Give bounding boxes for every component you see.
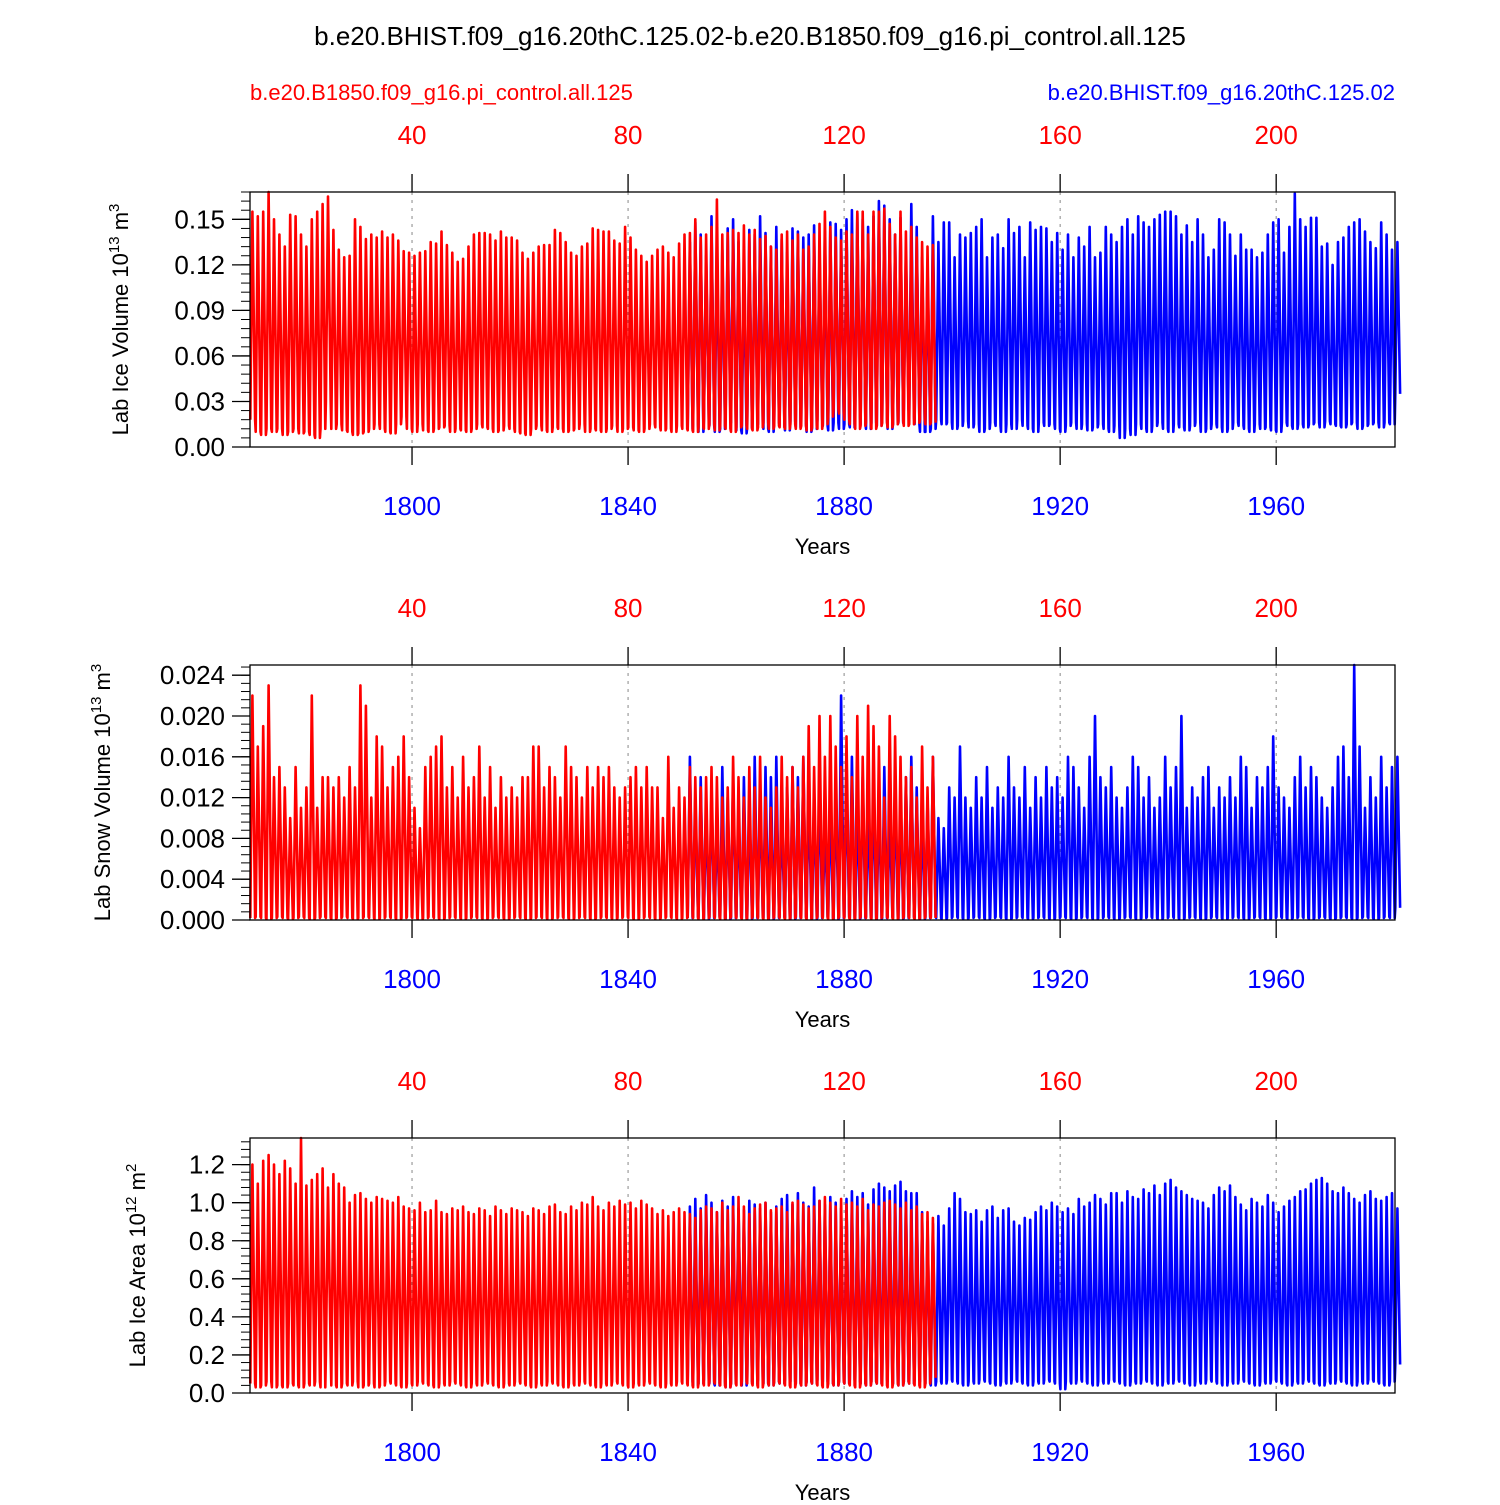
x-axis-label: Years [795, 1007, 850, 1032]
x-tick-label-bottom: 1840 [599, 1437, 657, 1467]
x-tick-label-top: 80 [614, 593, 643, 623]
x-tick-label-bottom: 1840 [599, 491, 657, 521]
panel-1: 0.00 0.03 0.06 0.09 0.12 0.15 1800 1840 1880 1920… [106, 120, 1402, 559]
y-axis-unit-exp: 13 [88, 697, 105, 714]
x-tick-label-bottom: 1960 [1247, 1437, 1305, 1467]
y-tick-label: 0.000 [160, 905, 225, 935]
y-tick-label: 0.09 [174, 295, 225, 325]
plot-frame [249, 664, 1396, 921]
x-tick-label-bottom: 1800 [383, 1437, 441, 1467]
y-tick-label: 0.020 [160, 701, 225, 731]
plot-frame [249, 1137, 1396, 1394]
y-axis-label-name: Lab Ice Area [125, 1238, 150, 1368]
y-tick-label: 0.03 [174, 386, 225, 416]
y-tick-label: 0.8 [189, 1226, 225, 1256]
series-control-line [249, 684, 937, 921]
y-tick-label: 0.008 [160, 823, 225, 853]
y-axis-unit-base: 10 [108, 253, 133, 277]
x-tick-label-bottom: 1880 [815, 491, 873, 521]
y-tick-label: 0.016 [160, 742, 225, 772]
y-axis-unit-sup: 3 [88, 664, 105, 672]
y-axis-unit-base: 10 [125, 1213, 150, 1237]
y-tick-label: 0.012 [160, 783, 225, 813]
y-axis-label: Lab Ice Volume 1013 m3 [106, 204, 133, 436]
x-tick-label-bottom: 1960 [1247, 964, 1305, 994]
x-tick-label-top: 200 [1254, 120, 1297, 150]
x-tick-label-top: 80 [614, 120, 643, 150]
x-tick-label-bottom: 1920 [1031, 491, 1089, 521]
y-tick-label: 0.4 [189, 1302, 225, 1332]
panel-2: 0.000 0.004 0.008 0.012 0.016 0.020 0.024 1800 1… [88, 593, 1402, 1032]
y-tick-label: 0.06 [174, 341, 225, 371]
y-tick-label: 0.12 [174, 250, 225, 280]
y-axis-unit-suffix: m [125, 1172, 150, 1196]
x-tick-label-top: 160 [1038, 1066, 1081, 1096]
x-tick-label-bottom: 1920 [1031, 1437, 1089, 1467]
x-tick-label-bottom: 1880 [815, 1437, 873, 1467]
y-axis-unit-base: 10 [90, 713, 115, 737]
x-tick-label-bottom: 1920 [1031, 964, 1089, 994]
x-tick-label-bottom: 1840 [599, 964, 657, 994]
y-tick-label: 1.0 [189, 1188, 225, 1218]
y-tick-label: 0.024 [160, 660, 225, 690]
x-tick-label-top: 40 [398, 593, 427, 623]
chart-title: b.e20.BHIST.f09_g16.20thC.125.02-b.e20.B… [314, 21, 1186, 51]
y-axis-unit-sup: 3 [106, 204, 123, 212]
x-tick-label-bottom: 1880 [815, 964, 873, 994]
x-tick-label-top: 160 [1038, 120, 1081, 150]
series-control-line [249, 1136, 937, 1389]
y-axis-unit-suffix: m [90, 672, 115, 696]
y-axis-unit-sup: 2 [123, 1164, 140, 1172]
y-tick-label: 0.6 [189, 1264, 225, 1294]
y-tick-label: 0.004 [160, 864, 225, 894]
x-tick-label-top: 120 [822, 593, 865, 623]
x-tick-label-bottom: 1800 [383, 964, 441, 994]
y-axis-label: Lab Ice Area 1012 m2 [123, 1164, 150, 1368]
y-axis-unit-suffix: m [108, 212, 133, 236]
y-tick-label: 0.15 [174, 204, 225, 234]
series-control-line [249, 190, 937, 440]
panel-3: 0.0 0.2 0.4 0.6 0.8 1.0 1.2 1800 1840 1880 1920 196… [123, 1066, 1402, 1505]
y-axis-label: Lab Snow Volume 1013 m3 [88, 664, 115, 921]
y-tick-label: 0.2 [189, 1340, 225, 1370]
x-tick-label-top: 120 [822, 120, 865, 150]
x-tick-label-top: 40 [398, 1066, 427, 1096]
x-tick-label-top: 200 [1254, 1066, 1297, 1096]
x-tick-label-top: 160 [1038, 593, 1081, 623]
x-axis-label: Years [795, 534, 850, 559]
x-tick-label-bottom: 1800 [383, 491, 441, 521]
legend-control-label: b.e20.B1850.f09_g16.pi_control.all.125 [250, 80, 633, 105]
x-tick-label-top: 200 [1254, 593, 1297, 623]
y-axis-unit-exp: 13 [106, 236, 123, 253]
y-tick-label: 1.2 [189, 1150, 225, 1180]
y-axis-label-name: Lab Snow Volume [90, 738, 115, 921]
x-tick-label-top: 40 [398, 120, 427, 150]
y-axis-label-name: Lab Ice Volume [108, 278, 133, 436]
legend-hist-label: b.e20.BHIST.f09_g16.20thC.125.02 [1048, 80, 1395, 105]
y-tick-label: 0.00 [174, 432, 225, 462]
x-tick-label-bottom: 1960 [1247, 491, 1305, 521]
y-tick-label: 0.0 [189, 1378, 225, 1408]
x-tick-label-top: 80 [614, 1066, 643, 1096]
y-axis-unit-exp: 12 [123, 1196, 140, 1213]
x-tick-label-top: 120 [822, 1066, 865, 1096]
x-axis-label: Years [795, 1480, 850, 1500]
